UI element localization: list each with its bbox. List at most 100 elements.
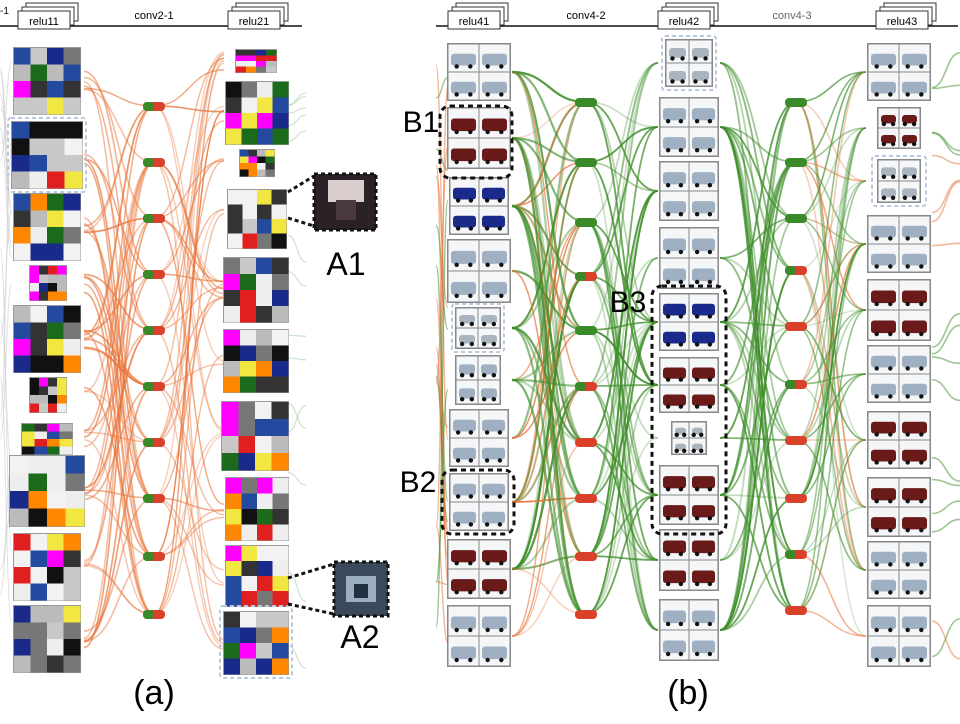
image-thumbnail: [449, 473, 509, 531]
tab-relu11-label: relu11: [29, 16, 59, 28]
flow-edge: [511, 204, 587, 278]
image-thumbnail: [447, 107, 511, 169]
flow-edge: [795, 309, 867, 611]
flow-edge: [83, 329, 155, 489]
flow-edge: [153, 57, 225, 219]
flow-edge: [795, 439, 867, 555]
flow-edge: [719, 494, 797, 611]
flow-edge: [719, 384, 797, 611]
feature-thumbnail: [29, 265, 67, 301]
flow-edge: [795, 180, 867, 385]
flow-edge: [511, 220, 587, 330]
flow-edge: [585, 62, 659, 387]
flow-edge: [585, 275, 659, 631]
flow-edge: [585, 221, 659, 631]
flow-edge: [0, 210, 13, 340]
flow-edge: [153, 57, 225, 387]
feature-thumbnail: [11, 121, 83, 189]
flow-edge: [795, 71, 867, 219]
flow-edge: [83, 161, 155, 438]
tab-relu42[interactable]: relu42: [657, 2, 719, 30]
neuron-node-half: [575, 272, 586, 281]
tab-relu21[interactable]: relu21: [227, 2, 289, 30]
callout-a1: A1: [287, 172, 378, 282]
flow-edge: [719, 62, 797, 385]
flow-edge: [83, 331, 155, 615]
flow-edge: [585, 126, 659, 277]
flow-edge: [153, 441, 225, 571]
flow-edge: [719, 126, 797, 441]
neuron-node: [785, 322, 807, 331]
image-thumbnail: [659, 599, 719, 661]
flow-edge: [719, 161, 797, 439]
image-thumbnail: [867, 477, 931, 537]
flow-edge: [585, 441, 659, 561]
image-thumbnail: [867, 279, 931, 341]
flow-edge: [585, 190, 659, 499]
flow-edge: [153, 297, 225, 443]
neuron-node: [785, 436, 807, 445]
image-thumbnail: [867, 43, 931, 101]
tab-relu41-label: relu41: [459, 16, 490, 28]
flow-edge: [511, 136, 587, 224]
flow-edge: [719, 383, 797, 631]
flow-edge: [719, 553, 797, 631]
flow-edge: [83, 158, 155, 275]
flow-edge: [795, 217, 867, 311]
flow-edge: [511, 101, 587, 139]
flow-edge: [153, 109, 225, 557]
flow-edge: [511, 70, 587, 332]
flow-edge: [83, 88, 155, 163]
flow-edge: [795, 101, 867, 571]
flow-edge: [585, 101, 659, 386]
neuron-node: [575, 494, 597, 503]
neuron-node-half: [143, 494, 154, 503]
callout-b1-label: B1: [403, 106, 440, 139]
flow-edge: [153, 213, 225, 615]
flow-edge: [585, 321, 659, 387]
flow-edge: [287, 471, 307, 486]
feature-thumbnail: [223, 611, 289, 675]
flow-edge: [719, 325, 797, 386]
flow-edge: [795, 243, 867, 441]
flow-edge: [287, 645, 307, 669]
tab-relu43[interactable]: relu43: [875, 2, 937, 30]
tab-relu41[interactable]: relu41: [447, 2, 509, 30]
image-thumbnail: [447, 43, 511, 101]
image-thumbnail: [447, 605, 511, 667]
flow-edge: [719, 383, 797, 561]
flow-edge: [435, 76, 449, 99]
flow-edge: [931, 132, 960, 156]
tab-relu11[interactable]: relu11: [17, 2, 79, 30]
flow-edge: [719, 161, 797, 631]
neuron-node: [785, 494, 807, 503]
flow-edge: [795, 101, 867, 508]
tab-relu42-label: relu42: [669, 16, 700, 28]
image-thumbnail: [659, 293, 719, 351]
flow-edge: [719, 62, 797, 219]
feature-thumbnail: [223, 257, 289, 323]
flow-edge: [795, 383, 867, 508]
flow-edge: [719, 497, 797, 631]
flow-edge: [795, 127, 867, 499]
flow-edge: [795, 439, 867, 611]
flow-edge: [795, 439, 867, 611]
flow-edge: [931, 84, 960, 90]
flow-edge: [795, 127, 867, 611]
neuron-node: [785, 606, 807, 615]
flow-edge: [153, 161, 225, 430]
flow-edge: [719, 269, 797, 631]
image-thumbnail: [447, 539, 511, 599]
flow-edge: [83, 223, 155, 557]
flow-edge: [719, 384, 797, 555]
feature-thumbnail: [221, 401, 289, 471]
flow-edge: [931, 378, 960, 402]
flow-edge: [287, 95, 307, 107]
flow-edge: [511, 269, 587, 332]
flow-edge: [511, 70, 587, 332]
flow-edge: [719, 62, 797, 219]
flow-edge: [287, 270, 307, 287]
flow-edge: [435, 381, 449, 428]
